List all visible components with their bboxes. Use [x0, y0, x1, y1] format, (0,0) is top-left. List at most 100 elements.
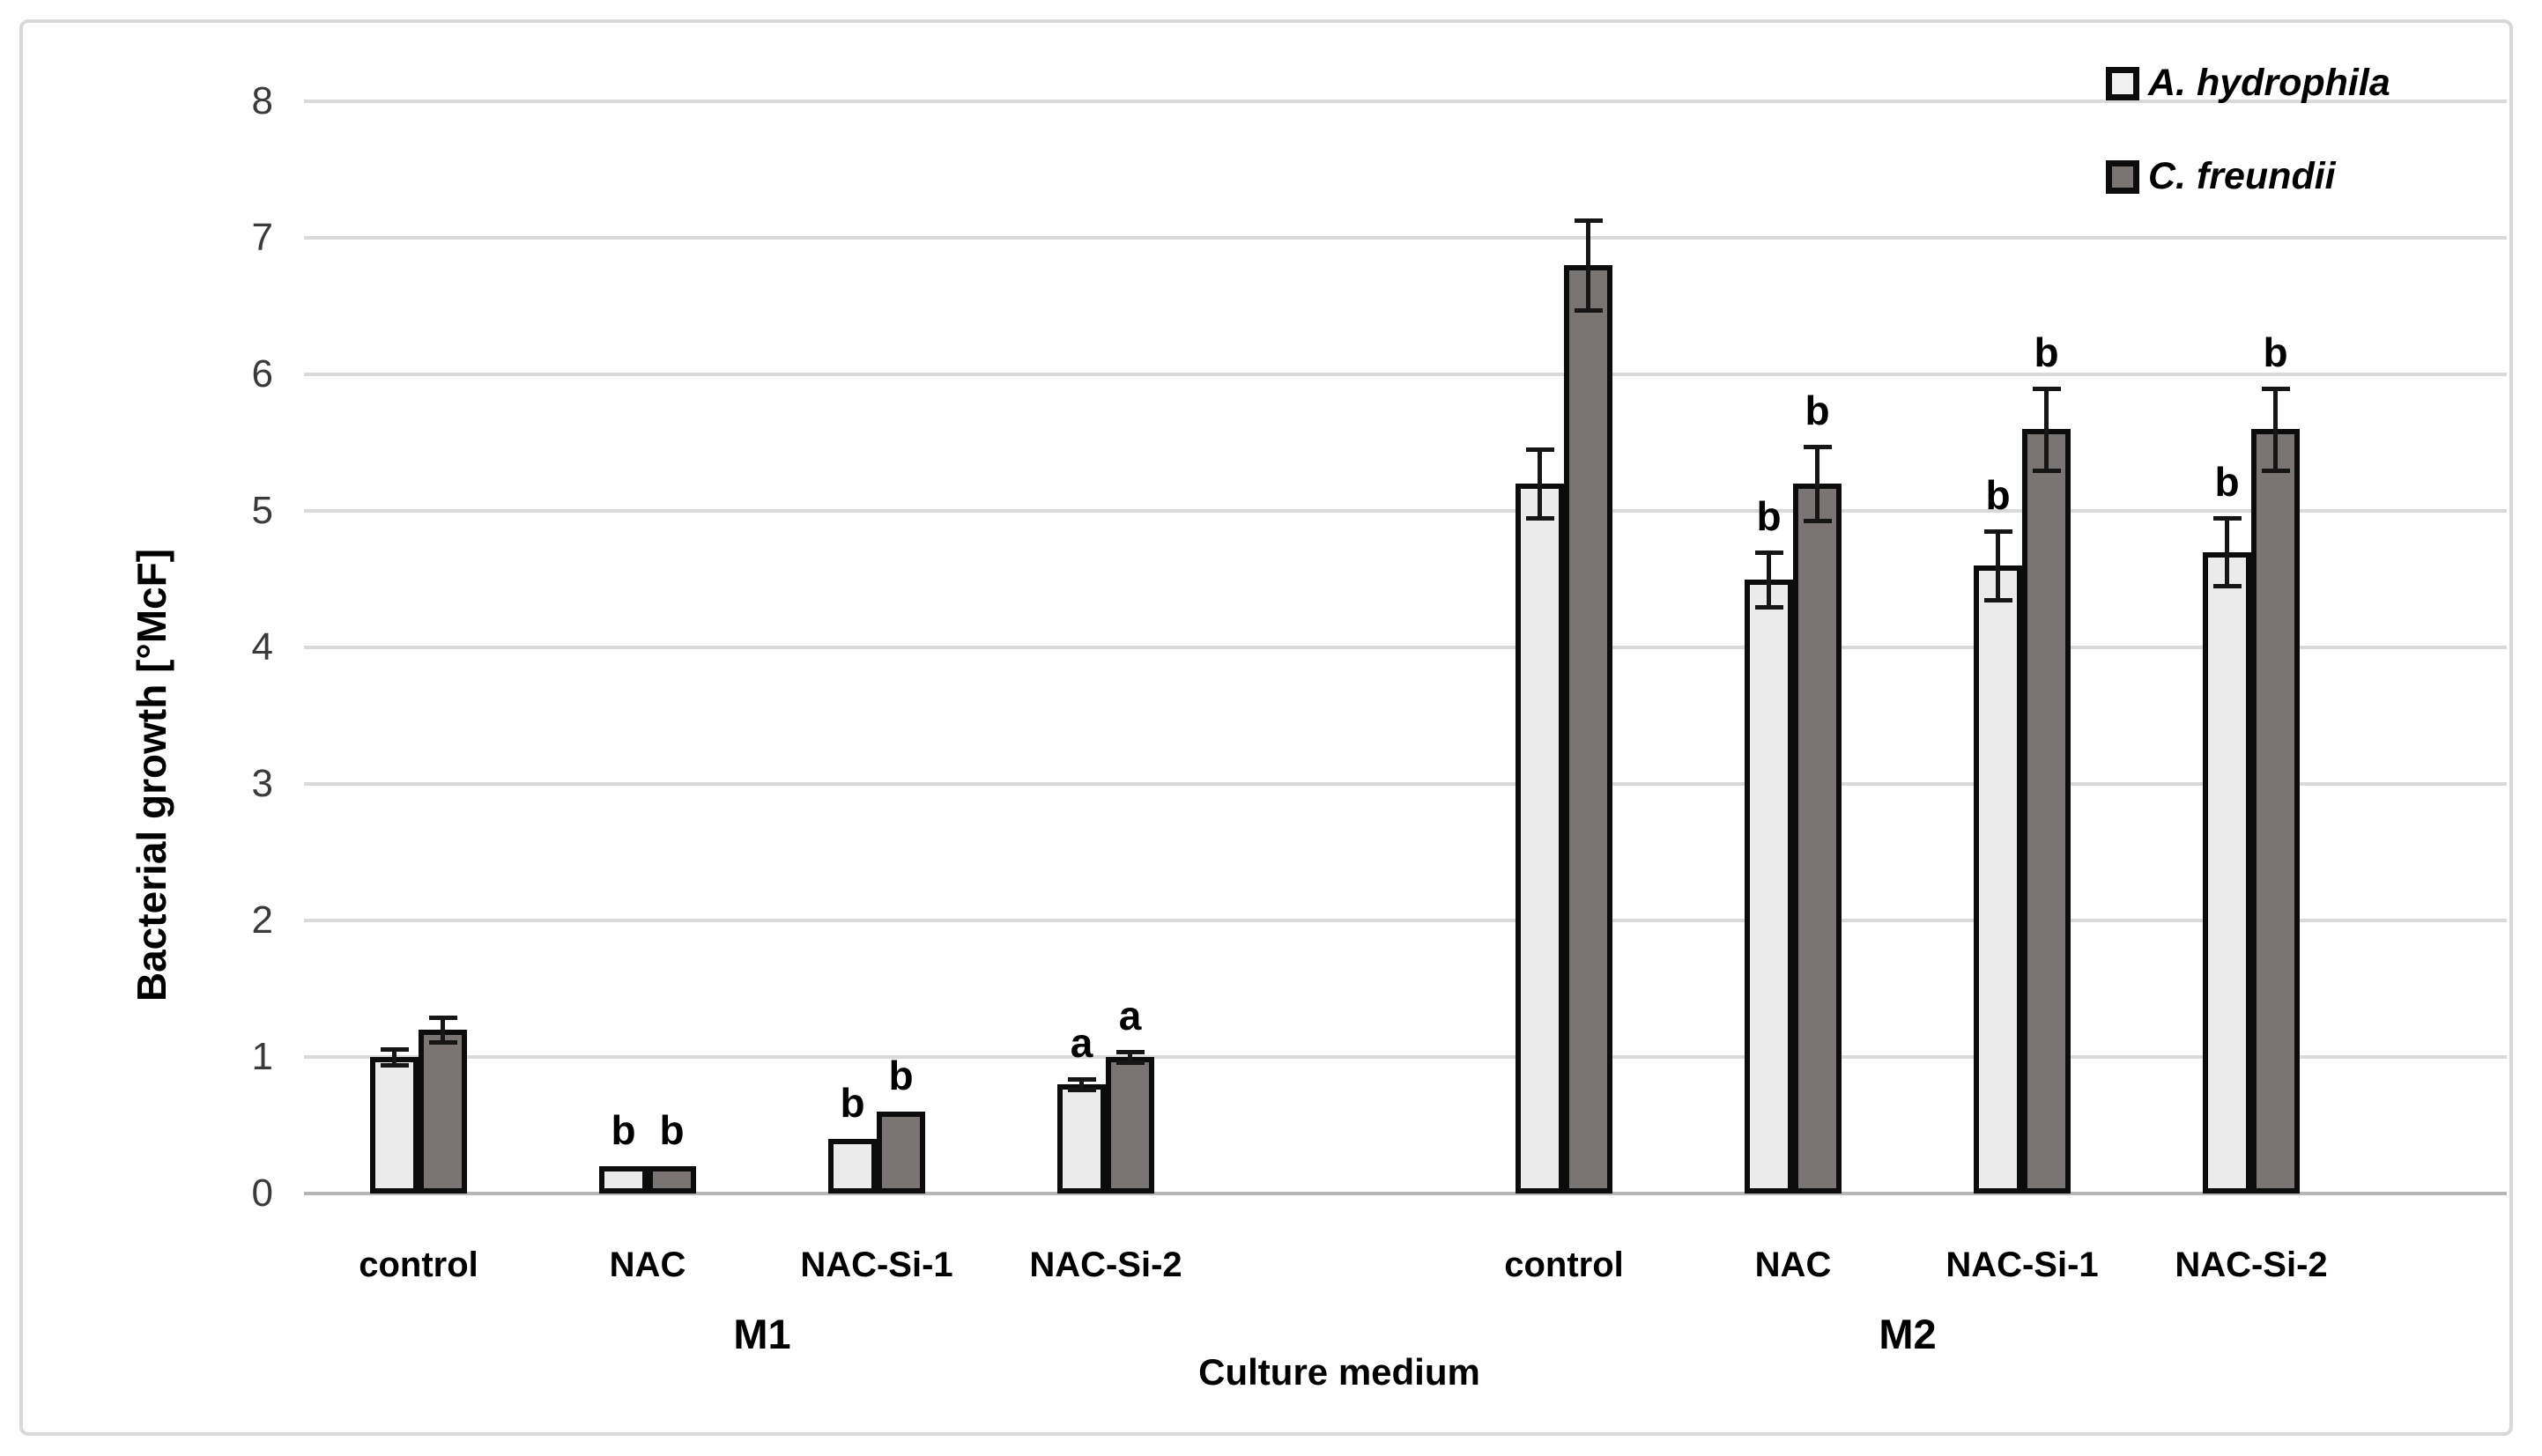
- category-label: control: [1504, 1245, 1624, 1284]
- error-bar-bottom-cap: [428, 1039, 457, 1045]
- y-axis-title: Bacterial growth [°McF]: [129, 548, 174, 1002]
- category-label: NAC: [609, 1245, 686, 1284]
- error-bar-top-cap: [2032, 386, 2061, 391]
- y-tick-label: 4: [251, 625, 273, 669]
- significance-letter: b: [2034, 329, 2059, 375]
- error-bar: [1128, 1051, 1132, 1063]
- error-bar-top-cap: [1115, 1049, 1145, 1054]
- category-label: NAC-Si-1: [1945, 1245, 2099, 1284]
- significance-letter: b: [2214, 458, 2240, 505]
- y-tick-label: 3: [251, 762, 273, 805]
- legend-entry-a-hydrophila: A. hydrophila: [2106, 62, 2390, 105]
- category-label: NAC-Si-1: [800, 1245, 953, 1284]
- significance-letter: b: [888, 1053, 914, 1098]
- gridline: [304, 1055, 2507, 1059]
- y-tick-label: 6: [251, 352, 273, 395]
- gridline: [304, 236, 2507, 240]
- error-bar-top-cap: [428, 1016, 457, 1021]
- error-bar: [1586, 219, 1590, 311]
- bar-a-hydrophila: [1516, 484, 1564, 1194]
- significance-letter: b: [2263, 329, 2288, 375]
- bar-a-hydrophila: [1974, 565, 2022, 1194]
- error-bar: [392, 1048, 396, 1066]
- legend-label: C. freundii: [2148, 155, 2336, 197]
- error-bar-bottom-cap: [380, 1063, 409, 1068]
- error-bar-top-cap: [380, 1046, 409, 1052]
- error-bar: [1815, 447, 1819, 521]
- error-bar-top-cap: [1983, 529, 2012, 535]
- error-bar-top-cap: [1525, 447, 1554, 453]
- bar-c-freundii: [2251, 429, 2300, 1194]
- bar-c-freundii: [1793, 484, 1842, 1194]
- error-bar-top-cap: [2212, 515, 2242, 521]
- bar-c-freundii: [419, 1030, 467, 1194]
- y-tick-label: 0: [251, 1171, 273, 1215]
- dark-square-icon: [2106, 159, 2139, 194]
- light-square-icon: [2106, 66, 2139, 100]
- error-bar-bottom-cap: [2032, 468, 2061, 473]
- significance-letter: b: [1756, 492, 1782, 539]
- category-label: NAC-Si-2: [1029, 1245, 1182, 1284]
- error-bar: [1079, 1078, 1084, 1090]
- bar-c-freundii: [877, 1112, 925, 1194]
- significance-letter: a: [1118, 992, 1142, 1038]
- significance-letter: b: [1985, 472, 2011, 519]
- bar-a-hydrophila: [828, 1139, 877, 1194]
- error-bar-bottom-cap: [2261, 468, 2290, 473]
- error-bar-top-cap: [1803, 445, 1832, 450]
- category-label: NAC-Si-2: [2175, 1245, 2328, 1284]
- error-bar: [1767, 551, 1771, 607]
- bar-a-hydrophila: [370, 1057, 419, 1194]
- error-bar-bottom-cap: [1115, 1061, 1145, 1066]
- gridline: [304, 919, 2507, 922]
- error-bar-bottom-cap: [1983, 597, 2012, 602]
- bar-c-freundii: [2022, 429, 2071, 1194]
- error-bar: [1996, 531, 2000, 600]
- y-tick-label: 5: [251, 489, 273, 532]
- group-label-m1: M1: [733, 1311, 791, 1357]
- category-label: NAC: [1754, 1245, 1832, 1284]
- significance-letter: a: [1070, 1019, 1093, 1066]
- gridline: [304, 646, 2507, 649]
- gridline: [304, 509, 2507, 513]
- bar-a-hydrophila: [599, 1166, 648, 1194]
- error-bar-bottom-cap: [1754, 604, 1783, 610]
- error-bar-bottom-cap: [1574, 308, 1603, 314]
- category-label: control: [359, 1245, 478, 1284]
- bar-c-freundii: [648, 1166, 696, 1194]
- error-bar: [2273, 388, 2278, 470]
- error-bar-bottom-cap: [2212, 584, 2242, 589]
- bar-c-freundii: [1106, 1057, 1154, 1194]
- y-tick-label: 2: [251, 898, 273, 942]
- x-axis-line: [304, 1192, 2507, 1195]
- error-bar-bottom-cap: [1067, 1088, 1096, 1093]
- error-bar-top-cap: [1574, 218, 1603, 223]
- x-axis-title: Culture medium: [1198, 1351, 1480, 1393]
- bar-a-hydrophila: [1745, 579, 1793, 1194]
- error-bar: [2044, 388, 2049, 470]
- bar-a-hydrophila: [2203, 551, 2251, 1194]
- gridline: [304, 373, 2507, 376]
- legend-label: A. hydrophila: [2148, 62, 2390, 104]
- error-bar: [441, 1017, 445, 1042]
- gridline: [304, 100, 2507, 103]
- error-bar-bottom-cap: [1803, 518, 1832, 523]
- y-tick-label: 8: [251, 79, 273, 122]
- y-tick-label: 1: [251, 1035, 273, 1078]
- error-bar-top-cap: [2261, 386, 2290, 391]
- error-bar: [2225, 517, 2229, 587]
- error-bar-bottom-cap: [1525, 515, 1554, 521]
- significance-letter: b: [611, 1107, 636, 1153]
- error-bar: [1538, 449, 1542, 518]
- bar-c-freundii: [1564, 265, 1612, 1194]
- group-label-m2: M2: [1879, 1311, 1937, 1357]
- error-bar-top-cap: [1067, 1076, 1096, 1082]
- figure-border: [19, 19, 2513, 1436]
- legend-entry-c-freundii: C. freundii: [2106, 155, 2336, 198]
- significance-letter: b: [659, 1107, 685, 1153]
- gridline: [304, 782, 2507, 786]
- error-bar-top-cap: [1754, 550, 1783, 555]
- significance-letter: b: [840, 1080, 865, 1126]
- significance-letter: b: [1805, 388, 1830, 434]
